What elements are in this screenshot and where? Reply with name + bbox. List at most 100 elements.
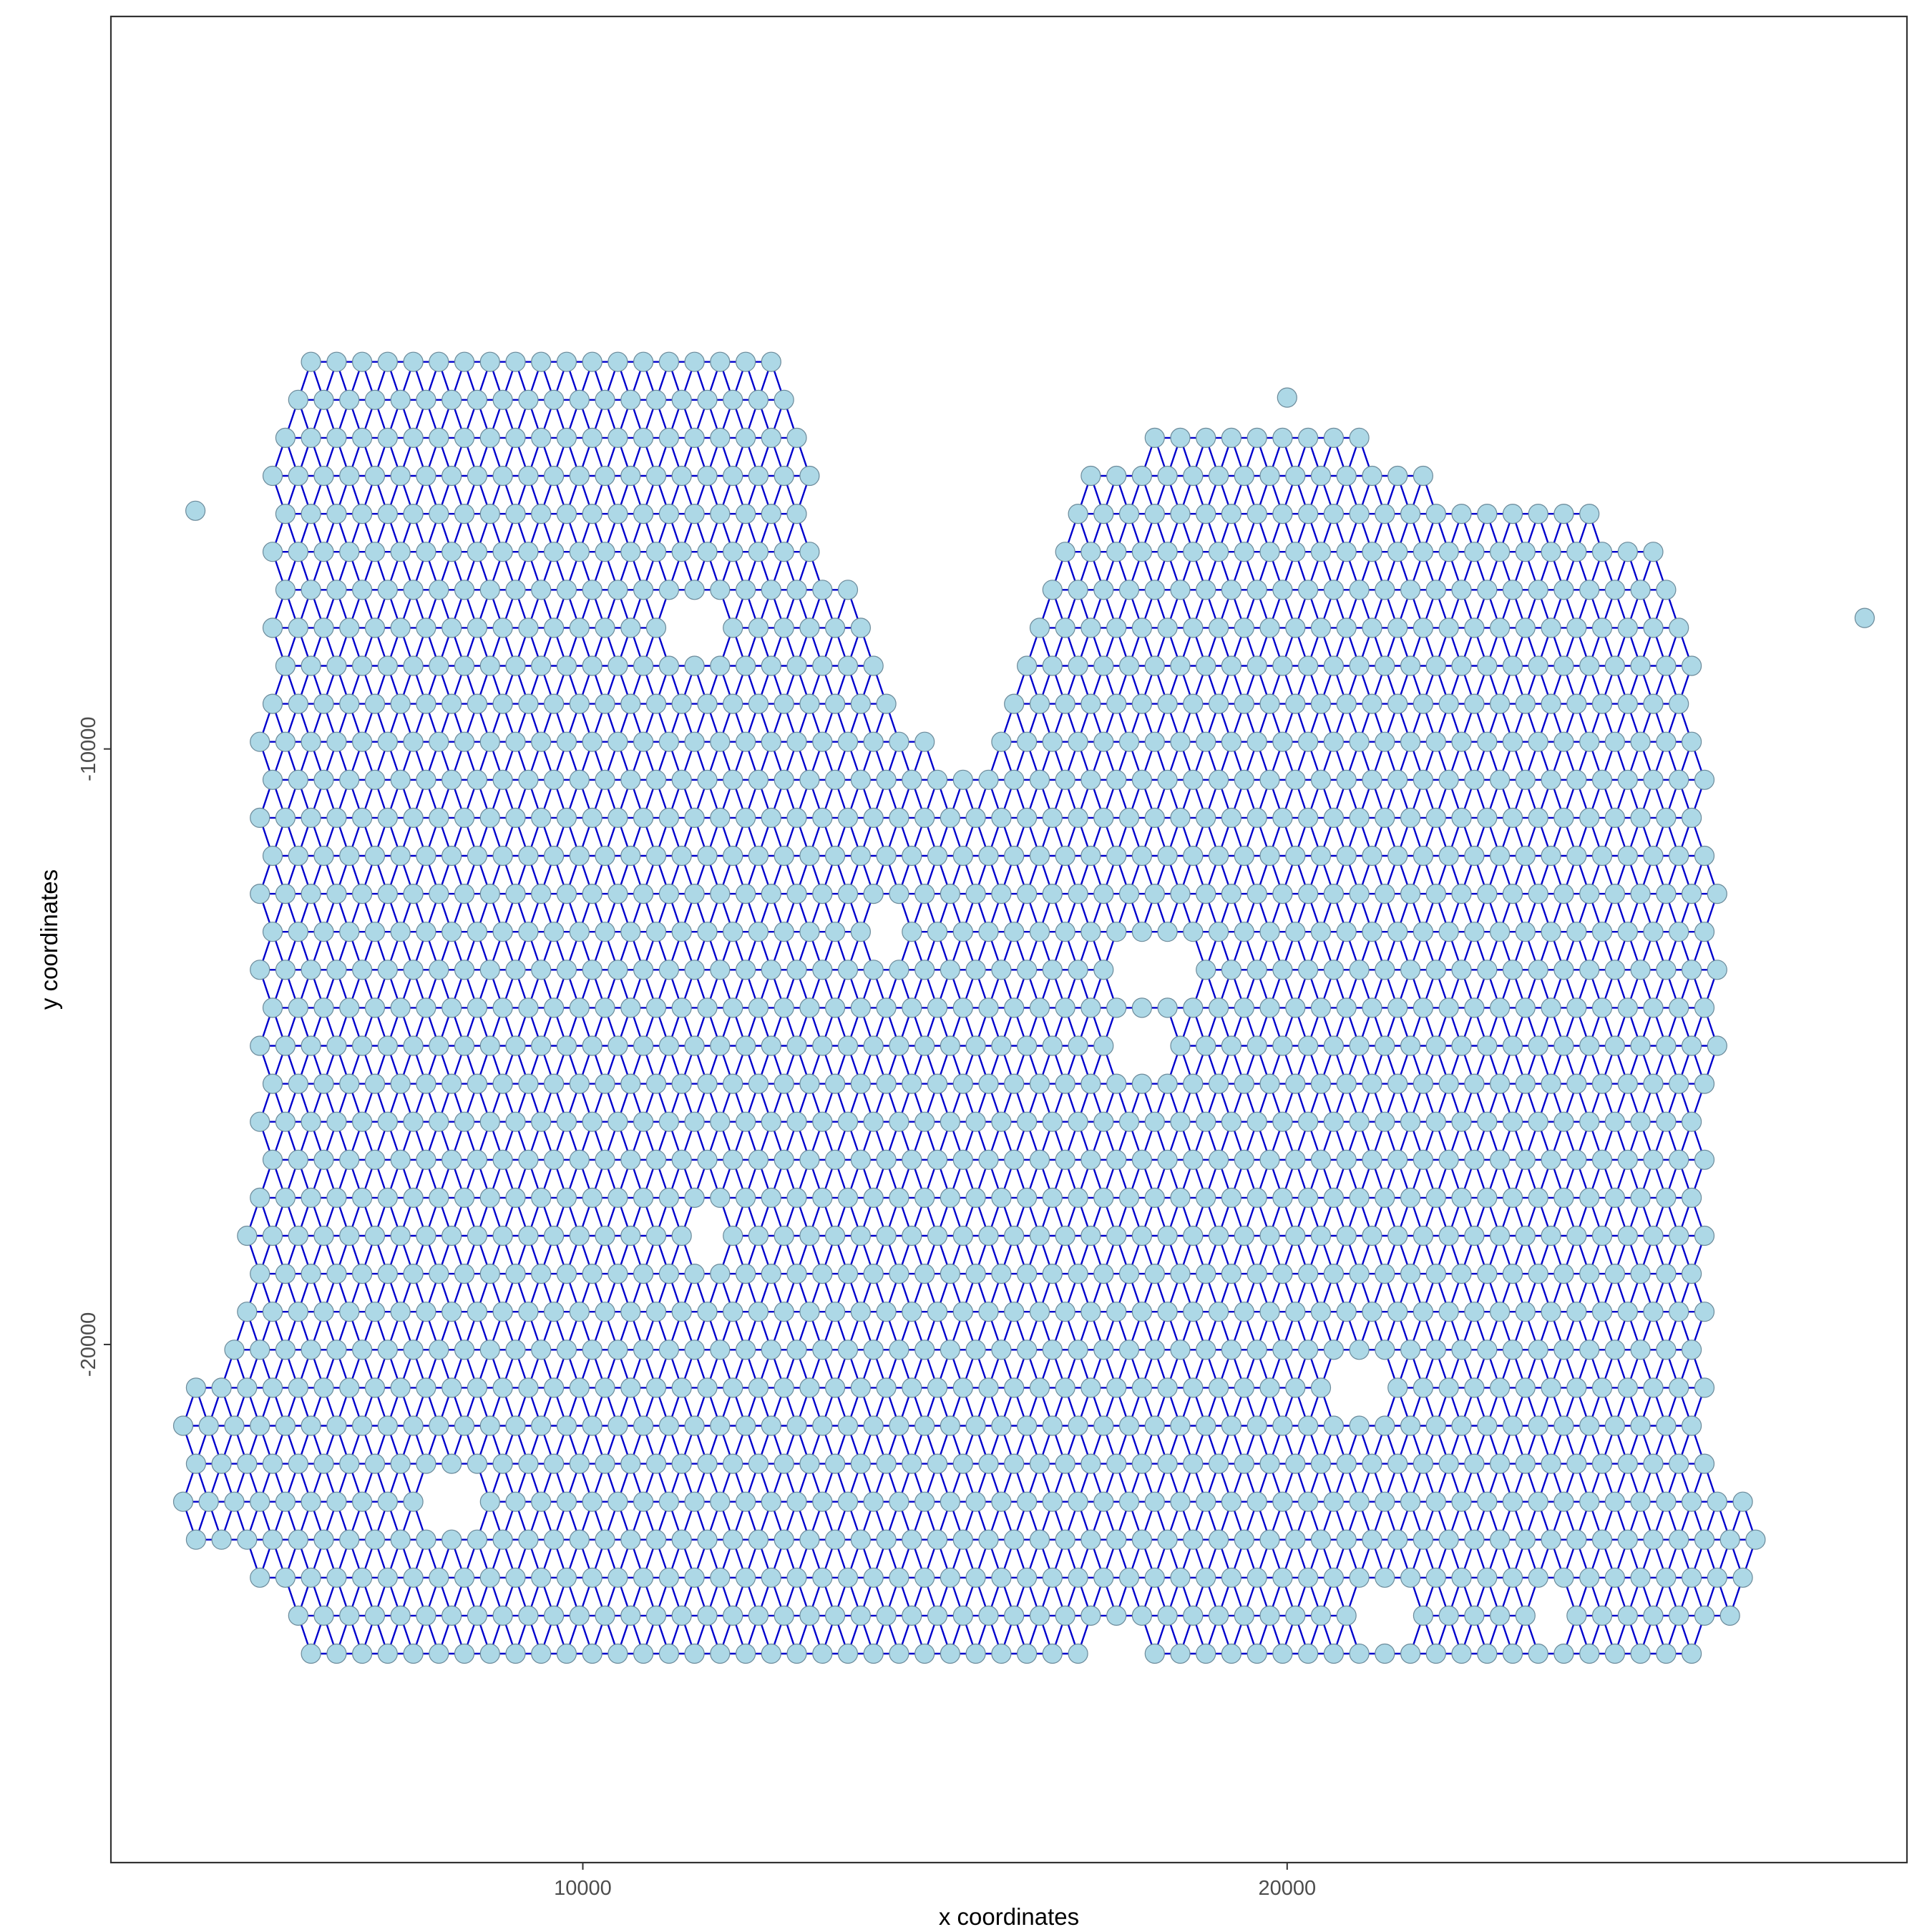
spot-point [1080, 997, 1101, 1018]
spot-point [556, 351, 577, 372]
spot-point [1541, 693, 1561, 714]
spot-point [364, 1149, 386, 1170]
spot-point [902, 1149, 922, 1170]
spot-point [595, 389, 615, 410]
spot-point [1362, 769, 1382, 790]
spot-point [595, 1529, 615, 1550]
spot-point [940, 1340, 961, 1360]
spot-point [850, 1529, 872, 1550]
spot-point [454, 427, 475, 449]
spot-point [1515, 1377, 1536, 1398]
spot-point [1490, 845, 1511, 867]
spot-point [429, 1035, 449, 1056]
spot-point [1004, 769, 1025, 790]
spot-point [735, 503, 756, 525]
spot-point [339, 693, 360, 714]
spot-point [1707, 1567, 1727, 1588]
spot-point [1591, 1302, 1613, 1322]
spot-point [505, 960, 526, 980]
spot-point [531, 351, 552, 372]
spot-point [1515, 1605, 1536, 1626]
spot-point [1259, 1149, 1280, 1170]
spot-point [505, 427, 526, 449]
spot-point [1042, 1187, 1063, 1209]
spot-point [940, 883, 961, 904]
spot-point [556, 1643, 577, 1664]
spot-point [1438, 542, 1459, 562]
spot-point [633, 883, 654, 904]
spot-point [1630, 807, 1651, 829]
spot-point [1604, 1567, 1625, 1588]
x-tick-label: 10000 [554, 1877, 612, 1900]
spot-point [262, 769, 283, 790]
spot-point [1234, 1377, 1254, 1398]
spot-point [927, 1225, 948, 1246]
spot-point [1246, 1567, 1267, 1588]
spot-point [467, 693, 488, 714]
spot-point [301, 503, 321, 525]
spot-point [377, 1111, 398, 1132]
spot-point [1221, 960, 1242, 980]
spot-point [735, 1187, 756, 1209]
spot-point [492, 1149, 513, 1170]
spot-point [1234, 997, 1254, 1018]
y-tick-label: -20000 [77, 1312, 100, 1377]
spot-point [1502, 807, 1523, 829]
spot-point [1246, 883, 1267, 904]
spot-point [1604, 731, 1625, 752]
spot-point [1336, 1453, 1357, 1474]
spot-point [518, 769, 539, 790]
spot-point [1068, 580, 1088, 600]
spot-point [1297, 883, 1319, 904]
spot-point [748, 1529, 769, 1550]
spot-point [850, 1149, 872, 1170]
spot-point [1183, 1453, 1204, 1474]
spot-point [1362, 1225, 1382, 1246]
spot-point [1541, 1149, 1561, 1170]
spot-point [952, 769, 973, 790]
spot-point [326, 960, 347, 980]
spot-point [1234, 1529, 1254, 1550]
spot-point [1464, 693, 1485, 714]
spot-point [1004, 1073, 1025, 1094]
spot-point [1656, 1340, 1677, 1360]
spot-point [250, 960, 270, 980]
spot-point [697, 997, 718, 1018]
spot-point [288, 997, 308, 1018]
spot-point [377, 807, 398, 829]
spot-point [288, 1529, 308, 1550]
spot-point [1490, 1605, 1511, 1626]
spot-point [441, 465, 462, 487]
spot-point [1068, 1415, 1088, 1436]
spot-point [1323, 580, 1345, 600]
spot-point [1630, 960, 1651, 980]
spot-point [620, 693, 641, 714]
spot-point [1387, 618, 1408, 638]
spot-point [1297, 807, 1319, 829]
spot-point [262, 1073, 283, 1094]
spot-point [1579, 1643, 1600, 1664]
spot-point [1349, 1263, 1370, 1284]
spot-point [671, 922, 692, 942]
spot-point [710, 883, 731, 904]
spot-point [902, 1377, 922, 1398]
spot-point [326, 580, 347, 600]
spot-point [1413, 1529, 1434, 1550]
spot-point [1553, 580, 1574, 600]
spot-point [505, 580, 526, 600]
spot-point [543, 389, 565, 410]
spot-point [824, 1225, 846, 1246]
spot-point [1400, 807, 1421, 829]
spot-point [1477, 807, 1498, 829]
spot-point [1630, 1567, 1651, 1588]
spot-point [1118, 883, 1140, 904]
spot-point [403, 1035, 424, 1056]
spot-point [1553, 1035, 1574, 1056]
spot-point [1080, 1605, 1101, 1626]
spot-point [352, 427, 373, 449]
spot-point [914, 1263, 935, 1284]
spot-point [1541, 1302, 1561, 1322]
spot-point [454, 1415, 475, 1436]
spot-point [620, 465, 641, 487]
spot-point [1719, 1605, 1740, 1626]
